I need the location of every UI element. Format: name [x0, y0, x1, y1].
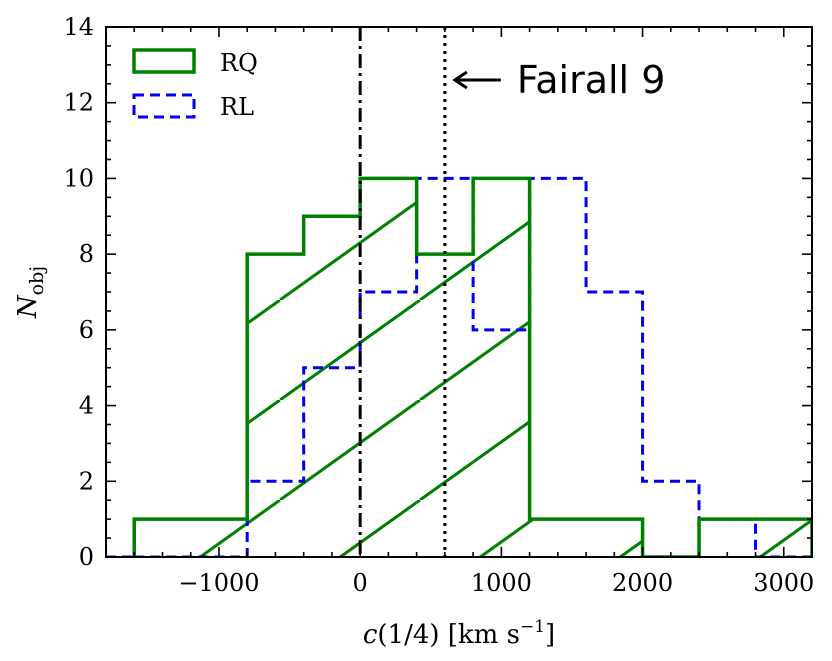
x-axis-label-close: ]	[545, 620, 555, 650]
rq-bar-hatch	[360, 178, 417, 557]
rq-bar-hatch	[134, 519, 191, 557]
rq-bar-hatch	[699, 519, 756, 557]
rq-bar-hatch	[529, 519, 587, 557]
rq-step-outline	[132, 176, 812, 557]
y-tick-label: 4	[79, 392, 94, 420]
axis-ticks	[105, 26, 813, 558]
rq-bar-hatch	[473, 178, 530, 557]
reference-lines	[358, 27, 447, 557]
legend-rq-label: RQ	[220, 49, 258, 77]
rq-bar-hatch	[303, 216, 361, 557]
x-axis-label: c(1/4) [km s−1]	[363, 617, 555, 650]
legend-rl-swatch	[132, 93, 196, 119]
y-axis-label: Nobj	[13, 266, 48, 319]
x-tick-label: 3000	[753, 569, 814, 597]
rq-bar-hatch	[586, 519, 643, 557]
y-tick-label: 12	[63, 89, 94, 117]
x-axis-label-main: c(1/4) [km s	[363, 620, 520, 650]
y-tick-label: 2	[79, 467, 94, 495]
y-tick-label: 6	[79, 316, 94, 344]
fairall9-annotation: Fairall 9	[452, 58, 666, 102]
fairall9-label: Fairall 9	[517, 58, 666, 102]
y-axis-label-sub: obj	[26, 266, 48, 296]
legend-rl-label: RL	[220, 93, 254, 121]
rq-series	[132, 176, 812, 557]
y-tick-label: 8	[79, 240, 94, 268]
legend-rq-swatch	[132, 48, 196, 74]
x-tick-label: 0	[353, 569, 368, 597]
y-tick-label: 0	[79, 543, 94, 571]
y-tick-label: 14	[63, 13, 94, 41]
x-tick-label: −1000	[178, 569, 259, 597]
rl-step-outline	[134, 176, 812, 557]
legend: RQ RL	[132, 48, 258, 121]
x-tick-label: 1000	[471, 569, 532, 597]
y-tick-label: 10	[63, 164, 94, 192]
x-axis-label-sup: −1	[520, 617, 545, 637]
rq-bar-hatch	[247, 254, 304, 557]
y-axis-label-main: N	[13, 294, 43, 319]
rl-series	[106, 176, 812, 557]
x-tick-label: 2000	[612, 569, 673, 597]
arrowhead-icon	[452, 70, 468, 90]
tick-labels: −1000 0 1000 2000 3000 0 2 4 6 8 10 12 14	[63, 13, 814, 597]
